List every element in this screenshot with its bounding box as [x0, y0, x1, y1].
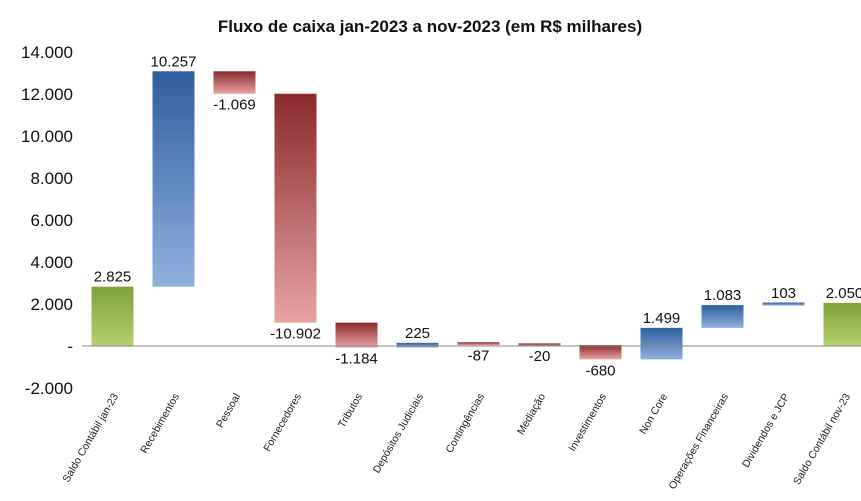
data-label-1: 2.825	[94, 269, 132, 286]
y-axis: 14.000 12.000 10.000 8.000 6.000 4.000 2.000 - -…	[21, 43, 73, 398]
x-axis: Saldo Contábil jan-23 Recebimentos Pessoal…	[61, 345, 861, 492]
x-tick-label: Depósitos Judiciais	[371, 392, 426, 476]
y-tick-label: 12.000	[21, 85, 73, 104]
data-label-13: 2.050	[826, 285, 861, 302]
bar-3	[213, 71, 256, 94]
bar-4	[274, 93, 317, 323]
bar-9	[579, 345, 622, 360]
bar-11	[701, 305, 744, 328]
y-tick-label: 6.000	[30, 211, 73, 230]
bar-7	[457, 342, 500, 346]
data-label-10: 1.499	[643, 310, 681, 327]
bar-13	[823, 302, 861, 346]
x-tick-label: Operações Financeiras	[666, 392, 731, 492]
data-label-9: -680	[585, 362, 615, 379]
x-tick-label: Mediação	[515, 391, 548, 437]
y-tick-label: -2.000	[25, 379, 73, 398]
data-label-12: 103	[771, 285, 796, 302]
data-label-3: -1.069	[213, 97, 256, 114]
bar-8	[518, 343, 561, 347]
y-tick-label: 10.000	[21, 127, 73, 146]
data-label-8: -20	[529, 348, 551, 365]
chart-title: Fluxo de caixa jan-2023 a nov-2023 (em R…	[218, 17, 642, 36]
y-tick-label: 4.000	[30, 253, 73, 272]
bar-10	[640, 327, 683, 360]
bar-12	[762, 302, 805, 306]
data-labels: 2.825 10.257 -1.069 -10.902 -1.184 225 -87 -20 -…	[94, 53, 861, 379]
data-label-5: -1.184	[335, 351, 378, 368]
x-tick-label: Non Core	[637, 391, 670, 436]
x-tick-label: Fornecedores	[261, 392, 304, 454]
y-tick-label: -	[67, 337, 73, 356]
data-label-6: 225	[405, 325, 430, 342]
x-tick-label: Contingências	[443, 392, 487, 456]
data-label-4: -10.902	[270, 326, 321, 343]
x-tick-label: Pessoal	[214, 392, 243, 430]
bar-5	[335, 322, 378, 348]
x-tick-label: Saldo Contábil nov-23	[791, 391, 853, 487]
data-label-11: 1.083	[704, 287, 742, 304]
data-label-2: 10.257	[151, 53, 197, 70]
x-tick-label: Tributos	[336, 392, 365, 431]
y-tick-label: 2.000	[30, 295, 73, 314]
data-label-7: -87	[468, 348, 490, 365]
bar-1	[91, 286, 134, 346]
bar-2	[152, 71, 195, 287]
y-tick-label: 14.000	[21, 43, 73, 62]
bar-6	[396, 342, 439, 348]
x-tick-label: Investimentos	[566, 392, 609, 454]
bars	[91, 71, 861, 360]
x-tick-label: Recebimentos	[138, 392, 182, 456]
x-tick-label: Saldo Contábil jan-23	[61, 391, 122, 484]
x-tick-label: Dividendos e JCP	[740, 392, 792, 470]
y-tick-label: 8.000	[30, 169, 73, 188]
